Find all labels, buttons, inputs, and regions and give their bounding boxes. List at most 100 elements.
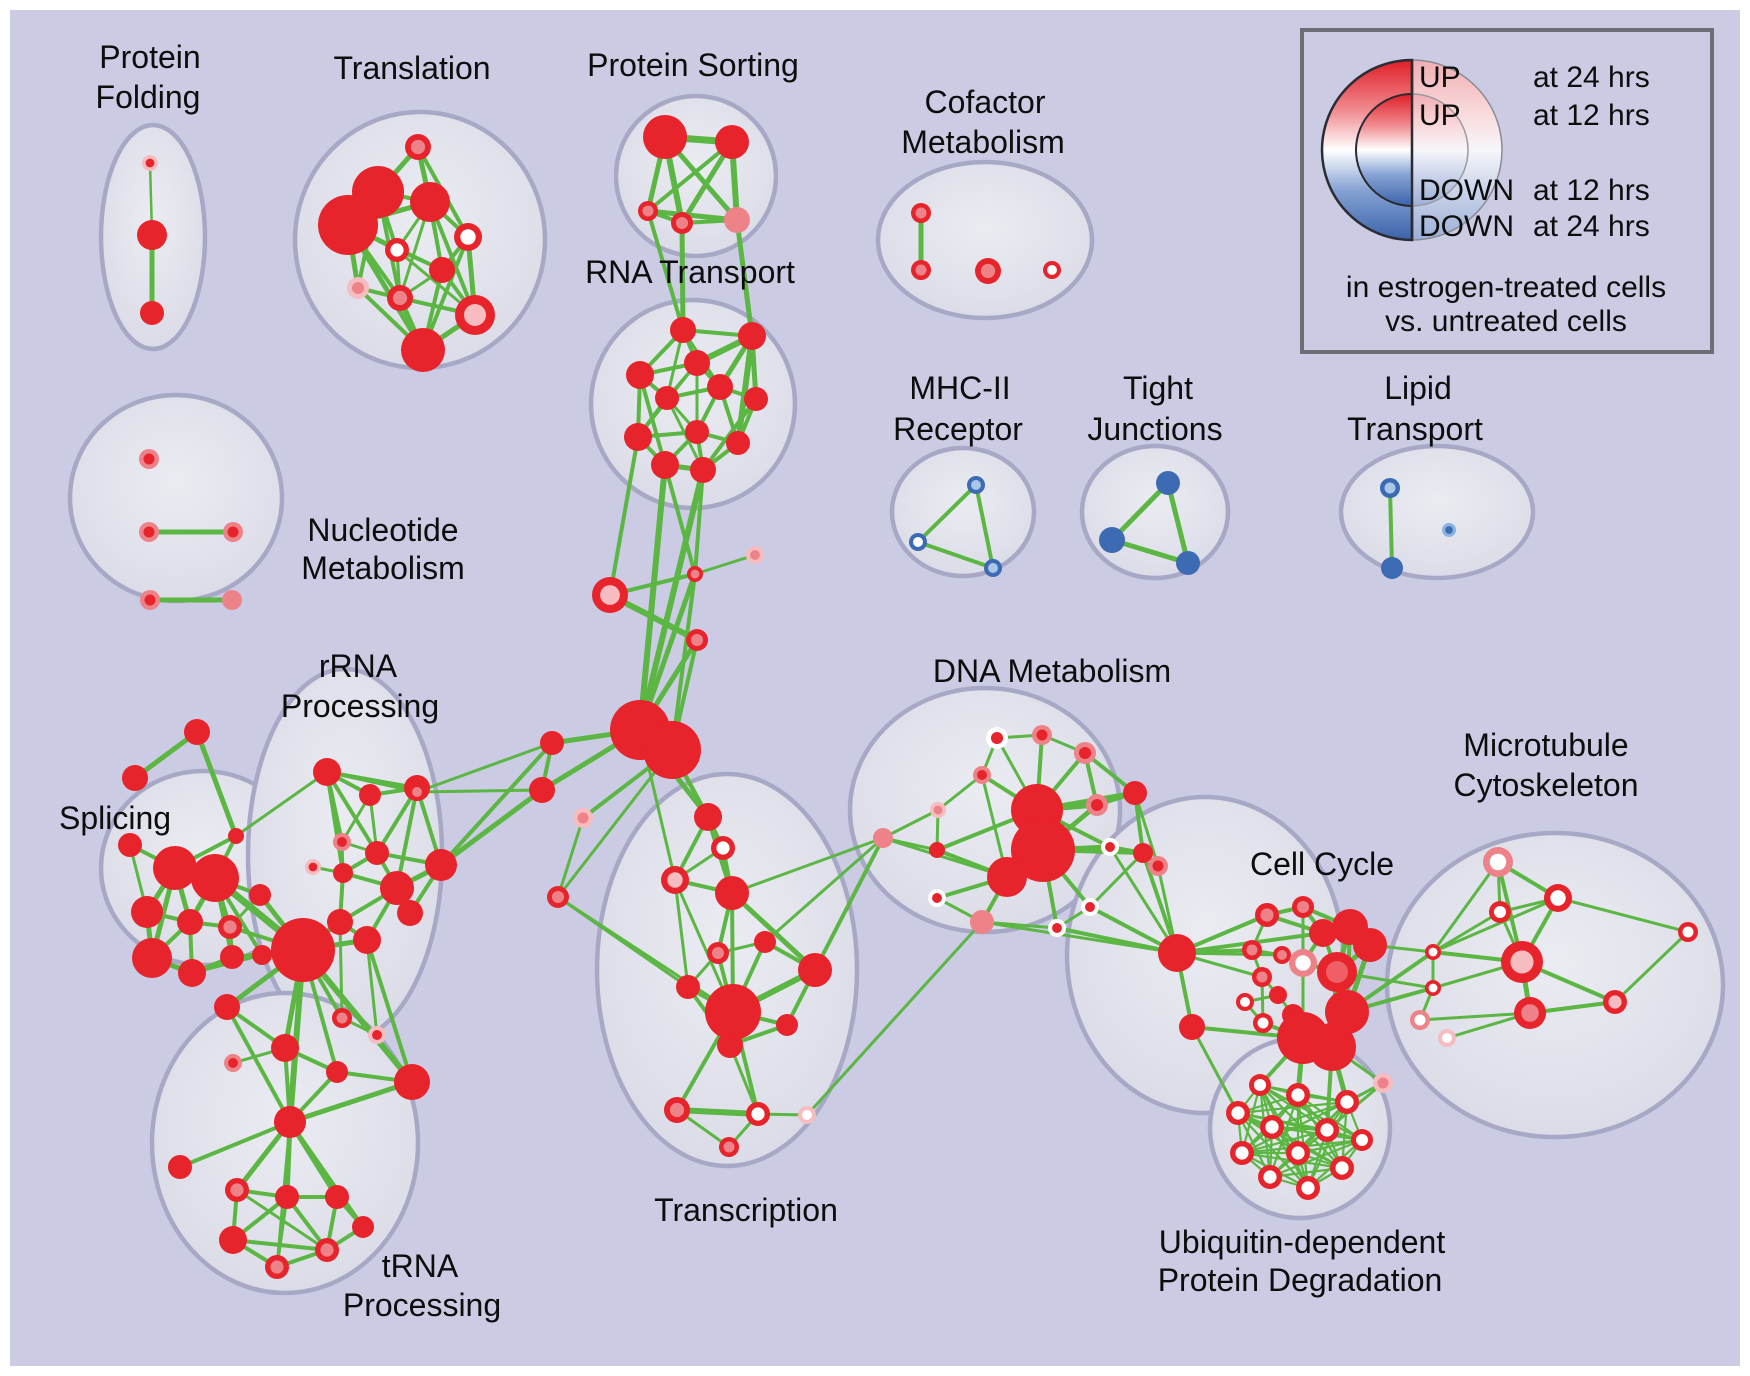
trna-node-outer <box>168 1155 192 1179</box>
ubiq-node-inner <box>1291 1146 1305 1160</box>
trna-edge <box>288 1120 365 1229</box>
rrna-label: rRNA <box>319 648 398 684</box>
transcription-edge <box>674 1107 761 1117</box>
dna-node-outer <box>970 910 994 934</box>
rna_transport-node-outer <box>685 420 709 444</box>
legend-caption: in estrogen-treated cells <box>1346 271 1666 304</box>
translation-node-outer <box>410 182 450 222</box>
ubiq-node-inner <box>1320 1123 1334 1137</box>
lipid-ellipse <box>1338 443 1536 581</box>
transcription-node-inner <box>716 841 730 855</box>
trna-node-outer <box>325 1185 349 1209</box>
tight_junctions-label: Junctions <box>1087 411 1222 447</box>
lipid-node-inner <box>1384 482 1396 494</box>
rna_transport-hub-link <box>608 435 640 597</box>
cellcycle-node-outer <box>1158 934 1196 972</box>
trna-node-outer <box>275 1185 299 1209</box>
dna-transcription-link <box>805 920 984 1117</box>
legend-time-label: at 24 hrs <box>1533 210 1650 243</box>
ubiq-edge <box>1268 1093 1300 1179</box>
transcription-node-inner <box>723 1141 735 1153</box>
cellcycle-node-inner <box>1240 997 1250 1007</box>
ubiq-label: Ubiquitin-dependent <box>1159 1224 1446 1260</box>
translation-node-inner <box>460 229 476 245</box>
micro-edge <box>1556 896 1690 934</box>
cellcycle-node-outer <box>1269 986 1287 1004</box>
translation-node-inner <box>392 290 408 306</box>
splicing-node-outer <box>132 938 172 978</box>
micro-edge <box>1613 930 1690 1004</box>
dna-node-outer <box>1011 818 1075 882</box>
rna_transport-node-outer <box>726 431 750 455</box>
hub-node-inner <box>577 812 589 824</box>
micro-label: Microtubule <box>1463 727 1628 763</box>
transcription-node-outer <box>715 876 749 910</box>
rrna-node-outer <box>333 863 353 883</box>
ubiq-label: Protein Degradation <box>1158 1262 1443 1298</box>
protein_folding-node-inner <box>145 158 155 168</box>
trna-node-inner <box>230 1183 244 1197</box>
lipid-label: Lipid <box>1384 370 1452 406</box>
cellcycle-node-inner <box>1277 950 1287 960</box>
lipid-node-outer <box>1381 557 1403 579</box>
cellcycle-node-outer <box>1179 1014 1205 1040</box>
transcription-node-outer <box>754 931 776 953</box>
splicing-node-outer <box>178 959 206 987</box>
rna_transport-node-outer <box>744 387 768 411</box>
micro-edge <box>1431 860 1500 954</box>
cluster-labels: Protein Folding Translation Protein Sorting… <box>59 39 1639 1323</box>
mhc-label: MHC-II <box>909 370 1010 406</box>
nucleotide-label: Nucleotide <box>307 512 458 548</box>
ubiq-edge <box>1236 1111 1364 1142</box>
ubiq-edge <box>1268 1166 1344 1179</box>
transcription-node-inner <box>669 1102 685 1118</box>
splicing-node-outer <box>252 945 272 965</box>
cellcycle-ubiq-link <box>1190 1025 1240 1115</box>
dna-node-inner <box>1105 842 1115 852</box>
rrna-node-outer <box>380 871 414 905</box>
tight_junctions-label: Tight <box>1123 370 1193 406</box>
legend-time-label: at 24 hrs <box>1533 61 1650 94</box>
legend-time-label: at 12 hrs <box>1533 174 1650 207</box>
dna-cellcycle-link <box>1108 845 1179 955</box>
rrna-node-inner <box>336 1012 348 1024</box>
trna-label: Processing <box>343 1287 501 1323</box>
transcription-node-outer <box>676 975 700 999</box>
protein_sorting-edge <box>645 208 740 223</box>
transcription-label: Transcription <box>654 1192 838 1228</box>
dna-node-inner <box>1152 860 1164 872</box>
transcription-edge <box>556 895 735 1014</box>
ubiq-node-inner <box>1377 1077 1389 1089</box>
transcription-node-outer <box>694 803 722 831</box>
lipid-label: Transport <box>1347 411 1483 447</box>
splicing-node-outer <box>184 719 210 745</box>
translation-node-inner <box>464 304 486 326</box>
cofactor-label: Cofactor <box>925 84 1046 120</box>
rrna-edge <box>325 770 345 875</box>
dna-node-inner <box>1090 798 1104 812</box>
rrna-node-inner <box>372 1030 382 1040</box>
micro-node-inner <box>1428 983 1438 993</box>
rna_transport-node-outer <box>655 386 679 410</box>
mhc-edge <box>916 540 995 570</box>
splicing-edge <box>194 729 239 839</box>
rrna-edge <box>338 920 344 1020</box>
ubiq-node-inner <box>1263 1170 1277 1184</box>
nucleotide-label: Metabolism <box>301 550 465 586</box>
dna-node-outer <box>929 842 945 858</box>
mhc-node-inner <box>971 480 981 490</box>
micro-node-inner <box>1428 947 1438 957</box>
hub-node-outer <box>643 721 701 779</box>
trna-ellipse <box>149 990 421 1296</box>
protein_folding-label: Folding <box>96 79 201 115</box>
dna-edge <box>1088 851 1145 909</box>
trna-edge <box>235 1188 329 1252</box>
trna-node-outer <box>219 1226 247 1254</box>
mhc-node-inner <box>988 563 998 573</box>
transcription-dna-link <box>813 836 885 972</box>
ubiq-edge <box>1240 1128 1329 1155</box>
cellcycle-node-inner <box>1246 944 1258 956</box>
splicing-node-outer <box>177 909 203 935</box>
